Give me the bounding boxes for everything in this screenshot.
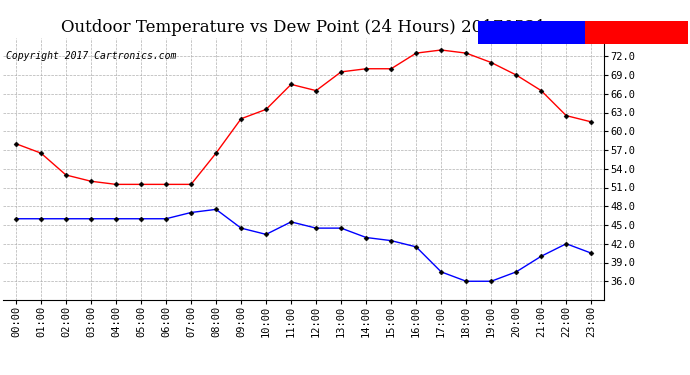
Title: Outdoor Temperature vs Dew Point (24 Hours) 20170531: Outdoor Temperature vs Dew Point (24 Hou…	[61, 19, 546, 36]
Text: Dew Point (°F): Dew Point (°F)	[481, 27, 563, 37]
Text: Temperature (°F): Temperature (°F)	[588, 27, 682, 37]
Text: Copyright 2017 Cartronics.com: Copyright 2017 Cartronics.com	[6, 51, 176, 61]
